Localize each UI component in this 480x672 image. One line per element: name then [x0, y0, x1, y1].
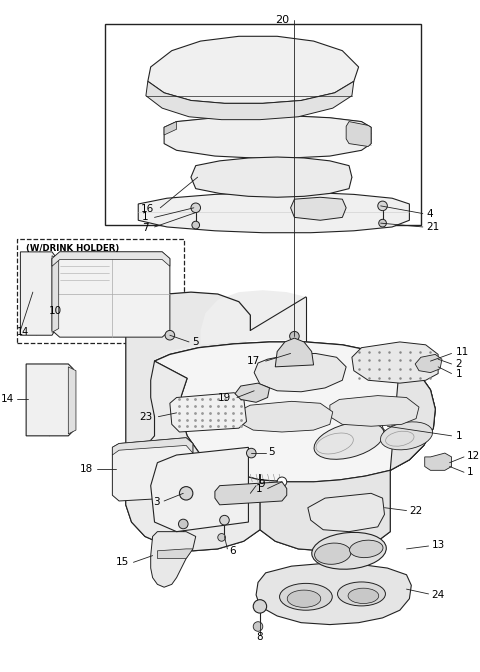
Polygon shape: [170, 392, 247, 432]
Polygon shape: [256, 563, 411, 624]
Circle shape: [180, 487, 193, 500]
Text: 21: 21: [427, 222, 440, 232]
Polygon shape: [148, 36, 359, 103]
Polygon shape: [191, 157, 352, 198]
Text: 8: 8: [257, 632, 263, 642]
Polygon shape: [112, 437, 193, 455]
Circle shape: [289, 331, 299, 341]
Text: 7: 7: [142, 223, 149, 233]
Polygon shape: [138, 192, 409, 233]
Polygon shape: [151, 532, 196, 587]
Circle shape: [218, 534, 226, 541]
Polygon shape: [425, 453, 452, 470]
Circle shape: [379, 219, 386, 227]
Ellipse shape: [348, 588, 379, 603]
Text: 9: 9: [258, 478, 264, 489]
Text: 5: 5: [192, 337, 199, 347]
Text: 3: 3: [154, 497, 160, 507]
Circle shape: [192, 221, 200, 229]
Polygon shape: [68, 367, 76, 434]
Polygon shape: [126, 361, 260, 551]
Text: 1: 1: [256, 485, 263, 495]
Polygon shape: [330, 396, 419, 426]
Polygon shape: [164, 122, 177, 135]
Polygon shape: [254, 353, 346, 392]
Polygon shape: [235, 383, 269, 403]
Text: 1: 1: [142, 212, 149, 222]
Text: (W/DRINK HOLDER): (W/DRINK HOLDER): [26, 244, 120, 253]
Text: 11: 11: [456, 347, 468, 358]
Text: 12: 12: [467, 451, 480, 461]
Polygon shape: [151, 448, 249, 532]
Polygon shape: [146, 81, 354, 120]
Circle shape: [220, 515, 229, 525]
Text: 15: 15: [115, 557, 129, 567]
Ellipse shape: [312, 532, 386, 569]
Text: 19: 19: [218, 392, 231, 403]
Ellipse shape: [279, 583, 332, 610]
Polygon shape: [239, 401, 333, 432]
Circle shape: [253, 599, 266, 613]
Text: 14: 14: [16, 327, 29, 337]
Circle shape: [179, 519, 188, 529]
Polygon shape: [155, 342, 435, 482]
Text: 5: 5: [268, 447, 275, 457]
Polygon shape: [415, 354, 442, 372]
Circle shape: [165, 331, 175, 340]
Bar: [16, 239, 184, 343]
Text: 18: 18: [80, 464, 93, 474]
Circle shape: [247, 448, 256, 458]
Text: 13: 13: [432, 540, 444, 550]
Text: 4: 4: [427, 208, 433, 218]
Ellipse shape: [314, 543, 351, 564]
Polygon shape: [308, 493, 384, 532]
Text: 23: 23: [139, 412, 153, 421]
Polygon shape: [290, 198, 346, 220]
Circle shape: [253, 622, 263, 631]
Polygon shape: [52, 252, 170, 266]
Polygon shape: [352, 342, 438, 383]
Ellipse shape: [314, 422, 384, 459]
Polygon shape: [52, 256, 59, 333]
Polygon shape: [346, 122, 371, 146]
Text: 20: 20: [275, 15, 289, 25]
Text: 22: 22: [409, 505, 423, 515]
Polygon shape: [164, 116, 371, 158]
Bar: [105, 24, 421, 225]
Circle shape: [191, 203, 201, 212]
Ellipse shape: [337, 582, 385, 606]
Polygon shape: [26, 364, 73, 436]
Text: 2: 2: [456, 359, 462, 369]
Text: 16: 16: [141, 204, 155, 214]
Polygon shape: [157, 549, 193, 558]
Text: 17: 17: [247, 356, 260, 366]
Text: 14: 14: [0, 394, 14, 405]
Circle shape: [378, 201, 387, 211]
Polygon shape: [215, 482, 287, 505]
Text: 10: 10: [49, 306, 62, 317]
Text: 1: 1: [467, 467, 473, 477]
Polygon shape: [20, 252, 55, 335]
Polygon shape: [126, 292, 251, 551]
Circle shape: [383, 421, 392, 431]
Text: 6: 6: [229, 546, 236, 556]
Text: 24: 24: [432, 590, 444, 600]
Circle shape: [277, 477, 287, 487]
Ellipse shape: [381, 422, 432, 450]
Polygon shape: [155, 290, 306, 436]
Polygon shape: [52, 252, 170, 337]
Text: 1: 1: [456, 431, 462, 441]
Ellipse shape: [287, 590, 321, 607]
Text: 1: 1: [456, 368, 462, 378]
Polygon shape: [275, 338, 313, 367]
Polygon shape: [260, 361, 435, 551]
Ellipse shape: [349, 540, 383, 558]
Polygon shape: [112, 437, 193, 501]
